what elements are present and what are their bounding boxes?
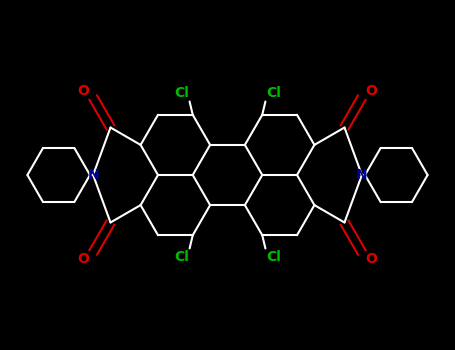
Text: Cl: Cl bbox=[266, 250, 281, 264]
Text: N: N bbox=[87, 168, 99, 182]
Text: O: O bbox=[365, 84, 377, 98]
Text: O: O bbox=[78, 84, 90, 98]
Text: O: O bbox=[78, 252, 90, 266]
Text: O: O bbox=[365, 252, 377, 266]
Text: Cl: Cl bbox=[174, 86, 189, 100]
Text: Cl: Cl bbox=[174, 250, 189, 264]
Text: Cl: Cl bbox=[266, 86, 281, 100]
Text: N: N bbox=[356, 168, 368, 182]
